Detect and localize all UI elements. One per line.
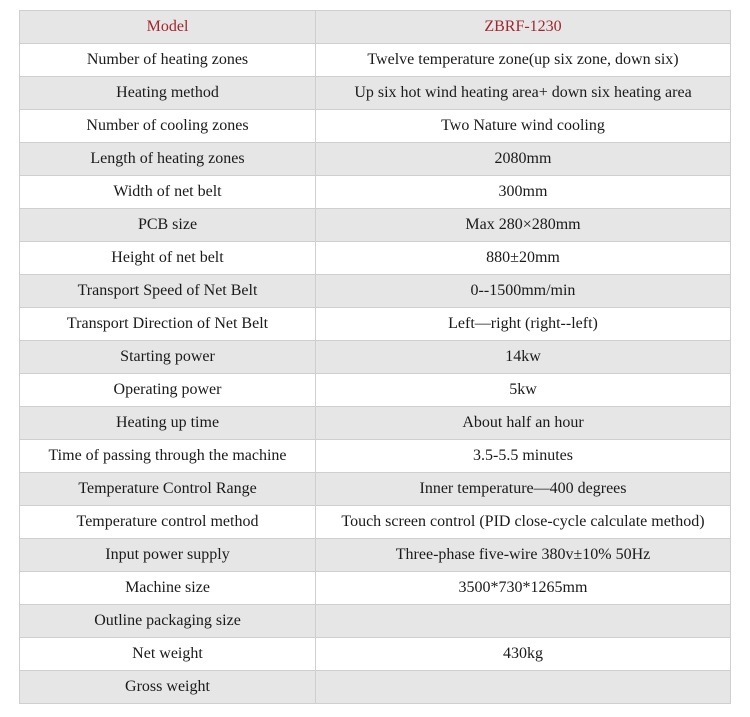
spec-value: 0--1500mm/min — [315, 274, 731, 308]
spec-value — [315, 604, 731, 638]
spec-value: 430kg — [315, 637, 731, 671]
spec-value: 5kw — [315, 373, 731, 407]
model-label-cell: Model — [19, 10, 316, 44]
spec-label: Heating up time — [19, 406, 316, 440]
model-value-cell: ZBRF-1230 — [315, 10, 731, 44]
spec-label: Transport Direction of Net Belt — [19, 307, 316, 341]
spec-label: Width of net belt — [19, 175, 316, 209]
table-row: Temperature control method Touch screen … — [19, 505, 731, 539]
spec-value: 3500*730*1265mm — [315, 571, 731, 605]
spec-label: Time of passing through the machine — [19, 439, 316, 473]
spec-value: 880±20mm — [315, 241, 731, 275]
table-row: Height of net belt 880±20mm — [19, 241, 731, 275]
spec-label: Input power supply — [19, 538, 316, 572]
spec-table-body: Model ZBRF-1230 Number of heating zones … — [19, 10, 731, 704]
table-row: Input power supply Three-phase five-wire… — [19, 538, 731, 572]
spec-label: Number of heating zones — [19, 43, 316, 77]
spec-label: Temperature Control Range — [19, 472, 316, 506]
spec-value: 300mm — [315, 175, 731, 209]
spec-value: Three-phase five-wire 380v±10% 50Hz — [315, 538, 731, 572]
spec-label: Operating power — [19, 373, 316, 407]
spec-table: Model ZBRF-1230 Number of heating zones … — [19, 10, 731, 704]
spec-value: Left—right (right--left) — [315, 307, 731, 341]
table-row: Heating method Up six hot wind heating a… — [19, 76, 731, 110]
table-row: Number of heating zones Twelve temperatu… — [19, 43, 731, 77]
spec-value: Max 280×280mm — [315, 208, 731, 242]
spec-label: Starting power — [19, 340, 316, 374]
table-row: Transport Speed of Net Belt 0--1500mm/mi… — [19, 274, 731, 308]
table-row: Operating power 5kw — [19, 373, 731, 407]
table-row: Outline packaging size — [19, 604, 731, 638]
table-row: Number of cooling zones Two Nature wind … — [19, 109, 731, 143]
table-row: Transport Direction of Net Belt Left—rig… — [19, 307, 731, 341]
spec-label: Length of heating zones — [19, 142, 316, 176]
spec-value: 3.5-5.5 minutes — [315, 439, 731, 473]
spec-value: Up six hot wind heating area+ down six h… — [315, 76, 731, 110]
table-row: Starting power 14kw — [19, 340, 731, 374]
table-row: Length of heating zones 2080mm — [19, 142, 731, 176]
spec-label: Transport Speed of Net Belt — [19, 274, 316, 308]
spec-label: Temperature control method — [19, 505, 316, 539]
table-row: PCB size Max 280×280mm — [19, 208, 731, 242]
spec-value: Inner temperature—400 degrees — [315, 472, 731, 506]
table-row: Net weight 430kg — [19, 637, 731, 671]
table-row: Time of passing through the machine 3.5-… — [19, 439, 731, 473]
spec-value: Two Nature wind cooling — [315, 109, 731, 143]
spec-label: Net weight — [19, 637, 316, 671]
spec-label: Heating method — [19, 76, 316, 110]
spec-label: Gross weight — [19, 670, 316, 704]
spec-value: Twelve temperature zone(up six zone, dow… — [315, 43, 731, 77]
table-header-row: Model ZBRF-1230 — [19, 10, 731, 44]
spec-label: PCB size — [19, 208, 316, 242]
spec-value: 14kw — [315, 340, 731, 374]
spec-label: Outline packaging size — [19, 604, 316, 638]
table-row: Temperature Control Range Inner temperat… — [19, 472, 731, 506]
table-row: Gross weight — [19, 670, 731, 704]
spec-value — [315, 670, 731, 704]
spec-value: Touch screen control (PID close-cycle ca… — [315, 505, 731, 539]
spec-value: About half an hour — [315, 406, 731, 440]
table-row: Width of net belt 300mm — [19, 175, 731, 209]
spec-label: Number of cooling zones — [19, 109, 316, 143]
spec-label: Machine size — [19, 571, 316, 605]
table-row: Heating up time About half an hour — [19, 406, 731, 440]
spec-label: Height of net belt — [19, 241, 316, 275]
table-row: Machine size 3500*730*1265mm — [19, 571, 731, 605]
spec-value: 2080mm — [315, 142, 731, 176]
